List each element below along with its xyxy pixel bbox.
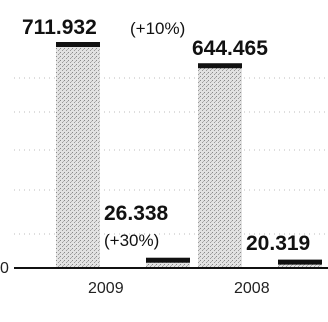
- value-label-2008-s2: 20.319: [246, 232, 310, 255]
- bar-cap-2009-s2: [146, 257, 190, 263]
- x-tick-2009: 2009: [88, 280, 124, 297]
- bars: [56, 42, 322, 268]
- bar-2009-s2: [146, 259, 190, 268]
- value-label-2009-s1: 711.932: [22, 16, 97, 39]
- bar-cap-2008-s1: [198, 63, 242, 69]
- value-label-2009-s2: 26.338: [104, 202, 169, 225]
- value-label-2008-s1: 644.465: [192, 37, 268, 60]
- bar-cap-2009-s1: [56, 42, 100, 47]
- bar-cap-2008-s2: [278, 259, 322, 265]
- change-label-2009-s1: (+10%): [130, 19, 185, 38]
- data-labels: 711.932 (+10%) 26.338 (+30%) 644.465 20.319: [22, 16, 310, 255]
- change-label-2009-s2: (+30%): [104, 231, 159, 250]
- bar-2008-s2: [278, 261, 322, 268]
- x-tick-2008: 2008: [234, 280, 270, 297]
- y-zero-tick-label: 0: [0, 260, 9, 277]
- bar-2008-s1: [198, 65, 242, 268]
- x-tick-labels: 2009 2008: [88, 280, 270, 297]
- bar-2009-s1: [56, 44, 100, 268]
